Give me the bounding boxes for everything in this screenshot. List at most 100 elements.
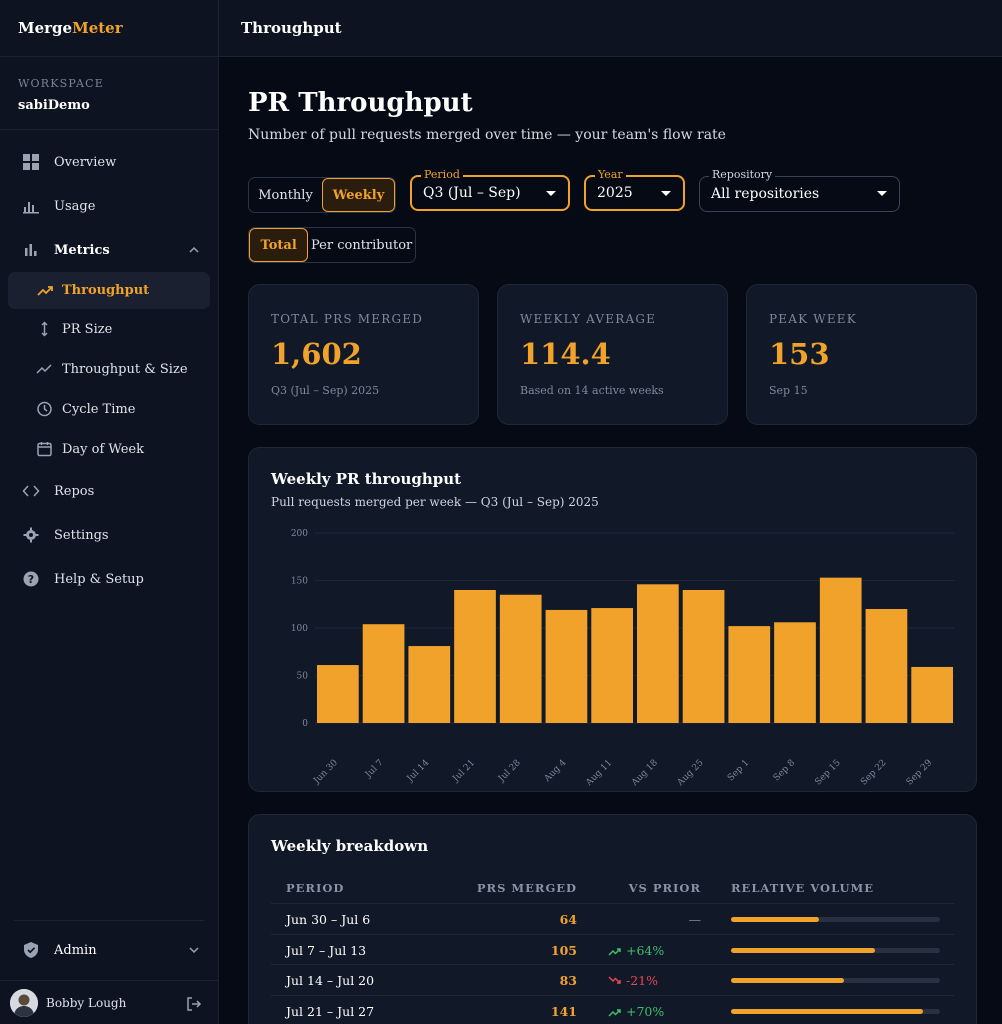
sidebar-item-cycle-time[interactable]: Cycle Time — [0, 389, 218, 429]
sidebar-item-throughput-size[interactable]: Throughput & Size — [0, 349, 218, 389]
cell-vs-prior: +70% — [608, 1004, 664, 1019]
repository-select[interactable]: Repository All repositories — [699, 168, 900, 212]
table-row[interactable]: Jul 21 – Jul 27 141 +70% — [271, 996, 954, 1024]
resize-vertical-icon — [41, 321, 48, 337]
bar[interactable] — [911, 666, 953, 723]
sidebar-item-day-of-week[interactable]: Day of Week — [0, 429, 218, 469]
sidebar-item-help[interactable]: ? Help & Setup — [0, 557, 218, 601]
sidebar-item-label: Throughput & Size — [62, 361, 188, 377]
breakdown-table: PERIOD PRS MERGED VS PRIOR RELATIVE VOLU… — [271, 873, 954, 1024]
bar[interactable] — [591, 608, 633, 723]
bar[interactable] — [774, 622, 816, 723]
bar[interactable] — [408, 646, 451, 723]
volume-bar-track — [731, 917, 940, 922]
sidebar-item-overview[interactable]: Overview — [0, 140, 218, 184]
page-title: PR Throughput — [248, 88, 473, 118]
header-period[interactable]: PERIOD — [286, 881, 345, 895]
brand-name-part1: Merge — [18, 19, 73, 37]
chevron-up-icon[interactable] — [188, 244, 200, 256]
chevron-down-icon[interactable] — [188, 944, 200, 956]
line-chart-icon — [36, 364, 52, 374]
page-subtitle: Number of pull requests merged over time… — [248, 127, 726, 143]
workspace-name[interactable]: sabiDemo — [18, 98, 90, 113]
avatar[interactable] — [10, 988, 38, 1017]
bar[interactable] — [362, 624, 405, 723]
dropdown-caret-icon — [546, 191, 556, 196]
workspace-label: WORKSPACE — [18, 77, 104, 90]
gear-icon — [23, 527, 39, 543]
header-vs-prior[interactable]: VS PRIOR — [628, 881, 701, 895]
x-tick-label: Sep 1 — [726, 758, 751, 783]
table-row[interactable]: Jun 30 – Jul 6 64 — — [271, 904, 954, 935]
volume-bar-track — [731, 978, 940, 983]
bar-chart: 0 50 100 150 200 Jun 30 Jul 7 Jul 14 Jul 21 Jul 2… — [291, 529, 955, 789]
scope-toggle: Total Per contributor — [248, 227, 416, 263]
sidebar-item-pr-size[interactable]: PR Size — [0, 309, 218, 349]
y-tick-label: 100 — [291, 624, 308, 634]
sidebar-nav: Overview Usage Metrics Throughput PR Siz… — [0, 130, 218, 601]
table-header: PERIOD PRS MERGED VS PRIOR RELATIVE VOLU… — [271, 873, 954, 904]
sidebar-item-label: Settings — [54, 527, 109, 543]
x-tick-label: Jul 28 — [496, 758, 523, 785]
bar[interactable] — [865, 609, 908, 723]
bar[interactable] — [728, 626, 771, 723]
brand-name-part2: Meter — [72, 19, 123, 37]
bar[interactable] — [637, 584, 679, 723]
cell-period: Jul 7 – Jul 13 — [286, 942, 367, 958]
grid-icon — [23, 154, 39, 170]
brand-logo[interactable]: Merge Meter — [0, 0, 218, 57]
table-body: Jun 30 – Jul 6 64— Jul 7 – Jul 13 105 +64% Ju… — [271, 904, 954, 1024]
period-select[interactable]: Period Q3 (Jul – Sep) — [410, 168, 570, 211]
sidebar-item-usage[interactable]: Usage — [0, 184, 218, 228]
x-tick-label: Jul 7 — [363, 758, 386, 781]
volume-bar-track — [731, 947, 940, 953]
logout-icon[interactable] — [186, 996, 202, 1012]
bar[interactable] — [682, 590, 725, 723]
cell-period: Jun 30 – Jul 6 — [286, 912, 371, 927]
user-name: Bobby Lough — [46, 995, 127, 1010]
sidebar-item-settings[interactable]: Settings — [0, 513, 218, 557]
sidebar-item-label: Usage — [54, 198, 96, 214]
sidebar-item-throughput[interactable]: Throughput — [8, 272, 210, 309]
cell-vs-prior: — — [689, 912, 702, 927]
volume-bar-track — [731, 1008, 940, 1014]
kpi-value: 1,602 — [271, 337, 362, 371]
bar[interactable] — [317, 665, 359, 723]
breakdown-title: Weekly breakdown — [271, 837, 429, 855]
scope-per-contributor-button[interactable]: Per contributor — [311, 237, 413, 253]
x-tick-label: Jul 21 — [451, 758, 478, 785]
volume-bar-fill — [731, 1008, 924, 1014]
granularity-weekly-button[interactable]: Weekly — [321, 178, 395, 212]
granularity-monthly-button[interactable]: Monthly — [258, 187, 313, 203]
bar[interactable] — [819, 577, 862, 723]
period-value: Q3 (Jul – Sep) — [423, 185, 521, 201]
topbar-title: Throughput — [241, 19, 342, 37]
svg-text:?: ? — [28, 573, 34, 586]
table-row[interactable]: Jul 14 – Jul 20 83 -21% — [271, 965, 954, 996]
kpi-note: Based on 14 active weeks — [520, 384, 664, 397]
x-tick-label: Aug 18 — [629, 758, 660, 789]
year-select[interactable]: Year 2025 — [584, 168, 685, 211]
bar[interactable] — [545, 609, 588, 723]
metrics-icon — [25, 244, 37, 256]
sidebar-item-admin[interactable]: Admin — [0, 928, 218, 972]
repository-value: All repositories — [711, 186, 820, 202]
header-relative-volume[interactable]: RELATIVE VOLUME — [731, 881, 875, 895]
scope-total-button[interactable]: Total — [249, 228, 309, 262]
sidebar-item-metrics[interactable]: Metrics — [0, 228, 218, 272]
repository-label: Repository — [709, 168, 776, 181]
bar[interactable] — [454, 590, 496, 723]
x-tick-label: Sep 29 — [905, 758, 935, 788]
chart-subtitle: Pull requests merged per week — Q3 (Jul … — [271, 495, 599, 509]
user-profile[interactable]: Bobby Lough — [0, 980, 218, 1024]
bar[interactable] — [499, 594, 542, 723]
header-prs-merged[interactable]: PRS MERGED — [476, 881, 577, 895]
table-row[interactable]: Jul 7 – Jul 13 105 +64% — [271, 935, 954, 965]
y-tick-label: 0 — [302, 719, 308, 729]
sidebar-item-repos[interactable]: Repos — [0, 469, 218, 513]
topbar: Throughput — [219, 0, 1002, 57]
volume-bar-fill — [731, 978, 844, 983]
kpi-label: WEEKLY AVERAGE — [520, 312, 657, 326]
clock-icon — [37, 401, 52, 417]
x-tick-label: Aug 4 — [542, 758, 569, 785]
